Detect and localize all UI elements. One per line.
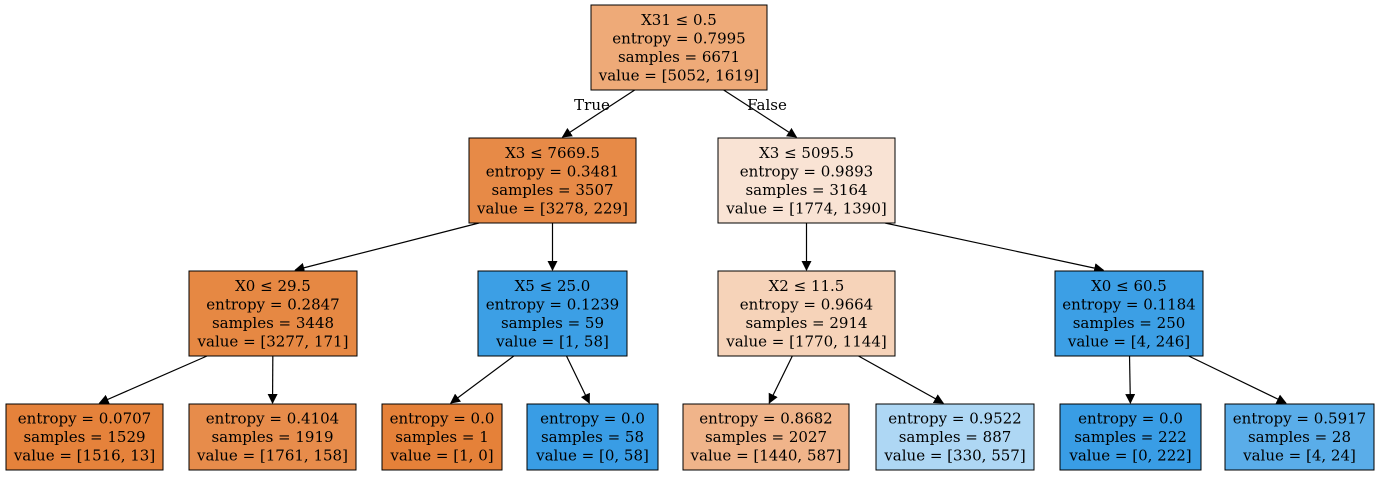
tree-node-line: entropy = 0.0 bbox=[390, 410, 495, 428]
tree-node-line: X2 ≤ 11.5 bbox=[769, 277, 845, 295]
tree-edge bbox=[98, 355, 208, 404]
tree-node-line: X3 ≤ 5095.5 bbox=[759, 144, 854, 162]
tree-edge bbox=[884, 222, 1105, 273]
tree-node-line: entropy = 0.2847 bbox=[206, 295, 339, 313]
tree-node-box bbox=[590, 4, 768, 91]
tree-node-box bbox=[682, 403, 850, 471]
tree-node-line: samples = 2914 bbox=[745, 314, 867, 332]
tree-node-box bbox=[5, 403, 164, 471]
tree-node-box bbox=[381, 403, 503, 471]
tree-node-box bbox=[188, 270, 358, 357]
tree-node-line: value = [1440, 587] bbox=[690, 447, 842, 465]
tree-node-line: value = [1774, 1390] bbox=[725, 199, 886, 217]
tree-node-line: entropy = 0.9664 bbox=[740, 295, 873, 313]
tree-node-line: samples = 59 bbox=[501, 314, 604, 332]
tree-node-line: value = [330, 557] bbox=[883, 447, 1025, 465]
tree-node-line: value = [3277, 171] bbox=[197, 332, 349, 350]
tree-node-line: value = [4, 246] bbox=[1067, 332, 1190, 350]
tree-node-line: samples = 250 bbox=[1073, 314, 1186, 332]
tree-node-line: samples = 6671 bbox=[618, 48, 740, 66]
tree-node-line: samples = 3448 bbox=[212, 314, 334, 332]
tree-node-line: samples = 222 bbox=[1074, 428, 1187, 446]
tree-edge bbox=[1125, 355, 1136, 404]
tree-node-box bbox=[1059, 403, 1202, 471]
tree-node-line: entropy = 0.1184 bbox=[1062, 295, 1195, 313]
tree-node-line: entropy = 0.9522 bbox=[888, 410, 1021, 428]
tree-node-box bbox=[717, 270, 896, 357]
tree-node-line: value = [0, 58] bbox=[535, 447, 649, 465]
tree-node-line: value = [1, 58] bbox=[495, 332, 609, 350]
tree-edge-label: False bbox=[747, 96, 787, 114]
tree-node-line: X0 ≤ 29.5 bbox=[235, 277, 311, 295]
tree-node-line: samples = 887 bbox=[899, 428, 1012, 446]
tree-node-line: samples = 28 bbox=[1248, 428, 1351, 446]
tree-node-line: samples = 1919 bbox=[211, 428, 333, 446]
tree-node-line: value = [3278, 229] bbox=[476, 199, 628, 217]
tree-node-box bbox=[1054, 270, 1204, 357]
tree-node-line: entropy = 0.7995 bbox=[612, 29, 745, 47]
tree-node-line: samples = 1529 bbox=[23, 428, 145, 446]
tree-node-box bbox=[875, 403, 1035, 471]
tree-node-line: value = [1761, 158] bbox=[196, 447, 348, 465]
tree-node-line: samples = 3507 bbox=[491, 181, 613, 199]
tree-node-line: entropy = 0.5917 bbox=[1233, 410, 1366, 428]
tree-edge bbox=[768, 355, 793, 404]
tree-node-line: entropy = 0.8682 bbox=[699, 410, 832, 428]
tree-edge bbox=[1188, 355, 1287, 404]
tree-node-line: X0 ≤ 60.5 bbox=[1091, 277, 1167, 295]
tree-node-box bbox=[526, 403, 659, 471]
tree-node-line: X31 ≤ 0.5 bbox=[641, 11, 717, 29]
tree-node-line: entropy = 0.0707 bbox=[18, 410, 151, 428]
tree-node-line: entropy = 0.9893 bbox=[740, 162, 873, 180]
tree-edge-label: True bbox=[574, 96, 610, 114]
tree-node-line: value = [5052, 1619] bbox=[598, 66, 759, 84]
tree-node-line: samples = 2027 bbox=[705, 428, 827, 446]
tree-node-box bbox=[188, 403, 357, 471]
tree-edge bbox=[723, 89, 798, 138]
tree-node-line: entropy = 0.0 bbox=[540, 410, 645, 428]
tree-node-line: entropy = 0.4104 bbox=[206, 410, 339, 428]
tree-node-line: value = [1516, 13] bbox=[13, 447, 155, 465]
tree-node-box bbox=[468, 137, 637, 224]
tree-node-line: value = [4, 24] bbox=[1242, 447, 1356, 465]
tree-node-box bbox=[1224, 403, 1375, 471]
tree-edge bbox=[565, 355, 590, 404]
tree-node-line: X5 ≤ 25.0 bbox=[515, 277, 591, 295]
tree-node-line: entropy = 0.0 bbox=[1078, 410, 1183, 428]
tree-edge bbox=[450, 355, 515, 404]
tree-node-line: value = [0, 222] bbox=[1068, 447, 1191, 465]
tree-node-line: entropy = 0.3481 bbox=[486, 162, 619, 180]
tree-node-line: X3 ≤ 7669.5 bbox=[505, 144, 600, 162]
tree-node-box bbox=[717, 137, 896, 224]
tree-node-line: entropy = 0.1239 bbox=[486, 295, 619, 313]
tree-edge bbox=[561, 89, 636, 138]
tree-node-line: samples = 3164 bbox=[745, 181, 867, 199]
tree-node-line: samples = 1 bbox=[395, 428, 489, 446]
tree-node-line: samples = 58 bbox=[541, 428, 644, 446]
tree-node-line: value = [1770, 1144] bbox=[725, 332, 886, 350]
tree-edge bbox=[294, 222, 480, 273]
tree-node-line: value = [1, 0] bbox=[389, 447, 493, 465]
tree-node-box bbox=[477, 270, 628, 357]
tree-edge bbox=[858, 355, 944, 404]
